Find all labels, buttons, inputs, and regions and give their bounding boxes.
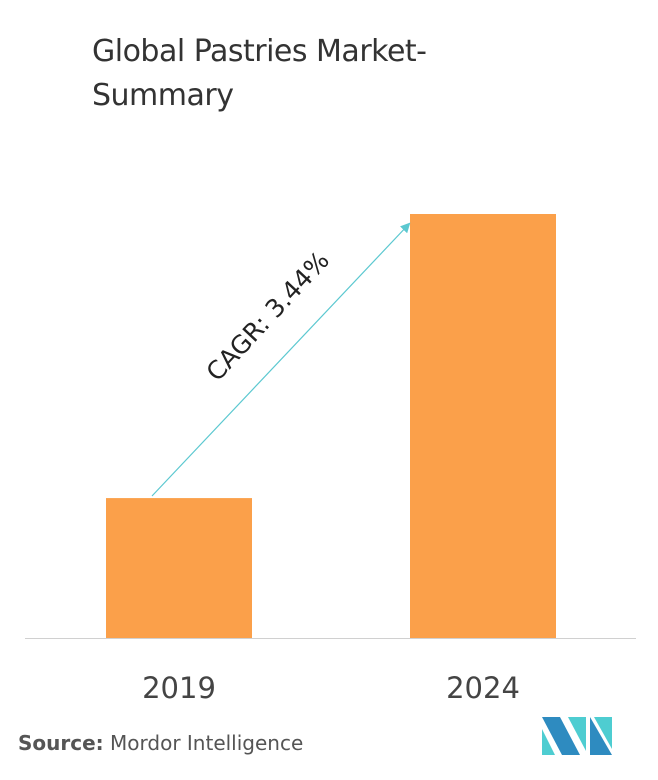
source-text: Mordor Intelligence [110,731,304,755]
title-line-1: Global Pastries Market- [92,34,427,69]
x-tick-label: 2019 [142,671,216,705]
source-note: Source: Mordor Intelligence [18,731,303,755]
mordor-intelligence-logo [542,717,612,755]
cagr-arrow [151,222,411,497]
x-tick-label: 2024 [446,671,520,705]
chart-title: Global Pastries Market- Summary [92,30,427,118]
cagr-label: CAGR: 3.44% [201,246,335,387]
title-line-2: Summary [92,78,234,113]
bar-2019 [106,498,252,638]
bar-2024 [410,214,556,638]
source-label: Source: [18,731,104,755]
